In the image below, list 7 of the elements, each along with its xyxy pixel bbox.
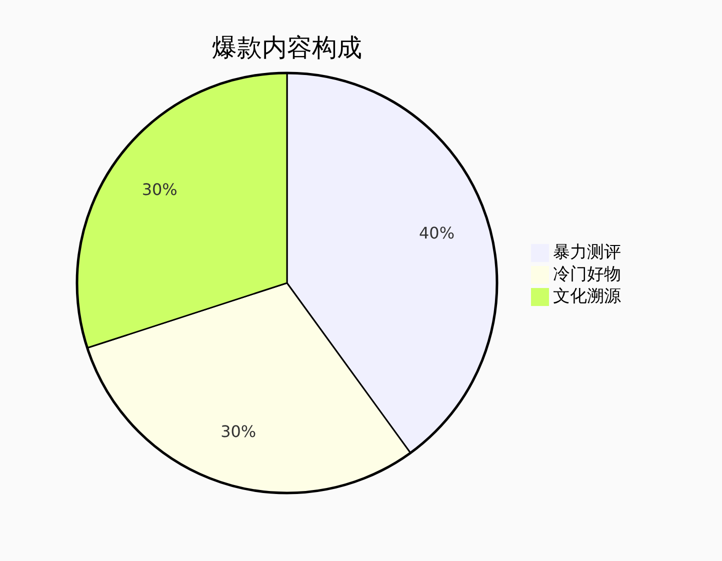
data-label: 40% xyxy=(419,224,455,243)
legend-label: 冷门好物 xyxy=(553,264,621,285)
legend-label: 文化溯源 xyxy=(553,286,621,307)
data-label: 30% xyxy=(220,422,256,442)
chart-title: 爆款内容构成 xyxy=(212,33,362,62)
slice-label: 暴力测评 xyxy=(553,242,621,263)
data-label: 30% xyxy=(142,180,178,199)
